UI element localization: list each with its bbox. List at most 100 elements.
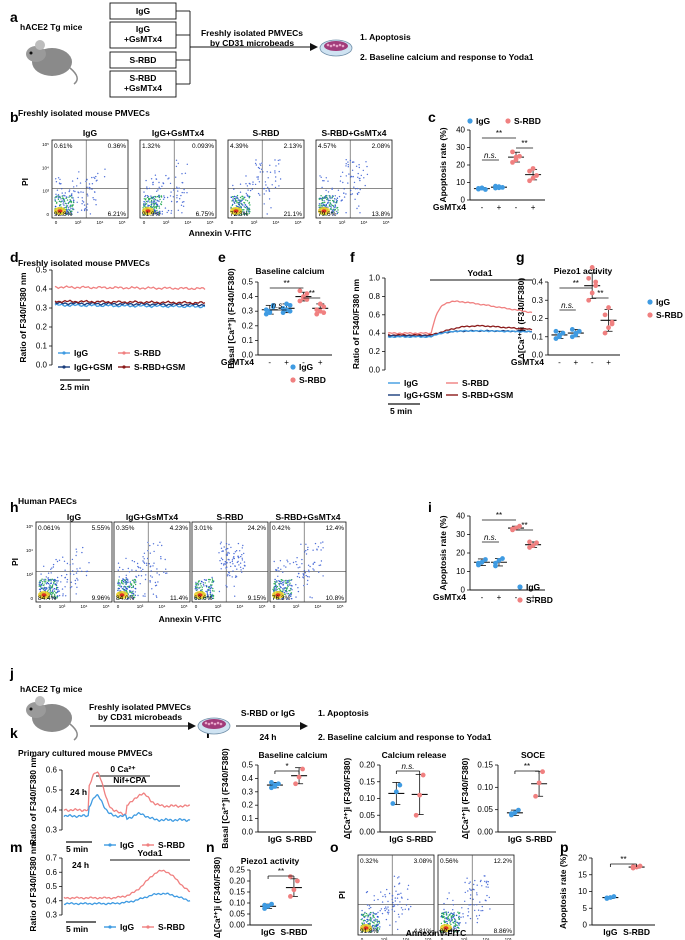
facs-event (248, 202, 250, 204)
facs-event (398, 883, 400, 885)
facs-event (239, 566, 242, 568)
facs-event (55, 178, 57, 180)
legend-marker (146, 843, 150, 847)
y-tick-label: 0.7 (46, 854, 58, 863)
facs-event (104, 168, 106, 170)
facs-event (393, 905, 396, 907)
facs-event (143, 558, 145, 560)
facs-event (72, 199, 75, 201)
facs-event (213, 590, 215, 592)
facs-event (357, 176, 359, 178)
facs-event (55, 181, 58, 183)
facs-event (42, 581, 44, 583)
y-tick-label: 0.3 (36, 304, 48, 313)
facs-event (135, 576, 138, 578)
facs-event (370, 906, 372, 909)
facs-event (69, 206, 71, 208)
facs-event (233, 556, 235, 558)
data-point (262, 906, 267, 911)
facs-event (240, 569, 242, 571)
facs-event (374, 913, 377, 915)
facs-event (487, 886, 489, 888)
facs-event (133, 581, 135, 583)
y-axis-label: Basal [Ca²⁺]i (F340/F380) (226, 268, 236, 369)
facs-event (456, 921, 458, 924)
b-title: Freshly isolated mouse PMVECs (18, 108, 150, 118)
facs-event (465, 922, 467, 924)
facs-event (468, 882, 470, 885)
facs-event (238, 204, 241, 206)
facs-event (450, 912, 452, 914)
facs-event (453, 920, 456, 923)
facs-ytick: 10³ (42, 189, 49, 194)
facs-event (233, 201, 235, 203)
facs-event (206, 590, 209, 592)
data-point (573, 330, 579, 336)
facs-event (51, 578, 54, 580)
x-tick-label: + (531, 203, 536, 212)
facs-event (460, 916, 462, 918)
facs-event (142, 205, 145, 207)
facs-event (74, 579, 77, 582)
facs-event (42, 584, 44, 587)
x-axis-label: GsMTx4 (433, 592, 466, 602)
f-trace (387, 300, 533, 335)
facs-event (94, 191, 96, 193)
facs-event (226, 575, 229, 577)
facs-event (75, 548, 77, 550)
facs-event (199, 583, 202, 585)
facs-event (259, 194, 261, 196)
facs-event (149, 580, 151, 582)
facs-event (54, 597, 57, 599)
y-tick-label: 0.1 (36, 342, 48, 351)
sig-label: ** (309, 289, 315, 298)
facs-event (81, 570, 83, 572)
facs-event (206, 593, 209, 595)
facs-event (353, 181, 356, 184)
facs-event (241, 209, 244, 211)
facs-event (142, 213, 144, 216)
facs-event (399, 901, 401, 903)
facs-event (336, 197, 339, 199)
x-tick-label: - (558, 358, 561, 367)
facs-event (177, 162, 179, 165)
facs-event (159, 198, 161, 201)
facs-xtick: 10³ (59, 604, 66, 609)
facs-event (54, 205, 57, 208)
facs-event (279, 560, 282, 562)
facs-event (128, 598, 130, 600)
data-point (527, 539, 532, 545)
facs-event (175, 176, 177, 178)
facs-event (130, 583, 133, 585)
facs-event (233, 188, 235, 190)
facs-event (52, 597, 54, 599)
data-point (393, 789, 399, 795)
facs-event (83, 204, 86, 206)
facs-event (242, 195, 244, 198)
cell-dot (335, 44, 339, 48)
facs-event (464, 900, 466, 902)
facs-event (340, 200, 342, 202)
facs-event (280, 579, 282, 581)
facs-event (274, 578, 276, 581)
facs-event (480, 910, 482, 912)
facs-event (93, 176, 95, 179)
data-point (500, 185, 505, 190)
facs-event (290, 579, 292, 581)
facs-event (290, 593, 292, 596)
legend-marker (108, 843, 112, 847)
h-plot-name: IgG (67, 512, 82, 522)
y-tick-label: 0.0 (36, 361, 48, 370)
facs-event (197, 584, 199, 586)
facs-event (208, 578, 211, 581)
facs-event (386, 911, 389, 913)
facs-event (68, 213, 70, 215)
facs-event (372, 924, 375, 927)
facs-event (361, 909, 363, 912)
facs-event (75, 572, 78, 574)
facs-event (196, 586, 198, 588)
facs-xtick: 10⁵ (207, 220, 214, 225)
data-point (314, 311, 320, 317)
x-tick-label: S-RBD (406, 834, 433, 844)
facs-event (218, 552, 220, 554)
